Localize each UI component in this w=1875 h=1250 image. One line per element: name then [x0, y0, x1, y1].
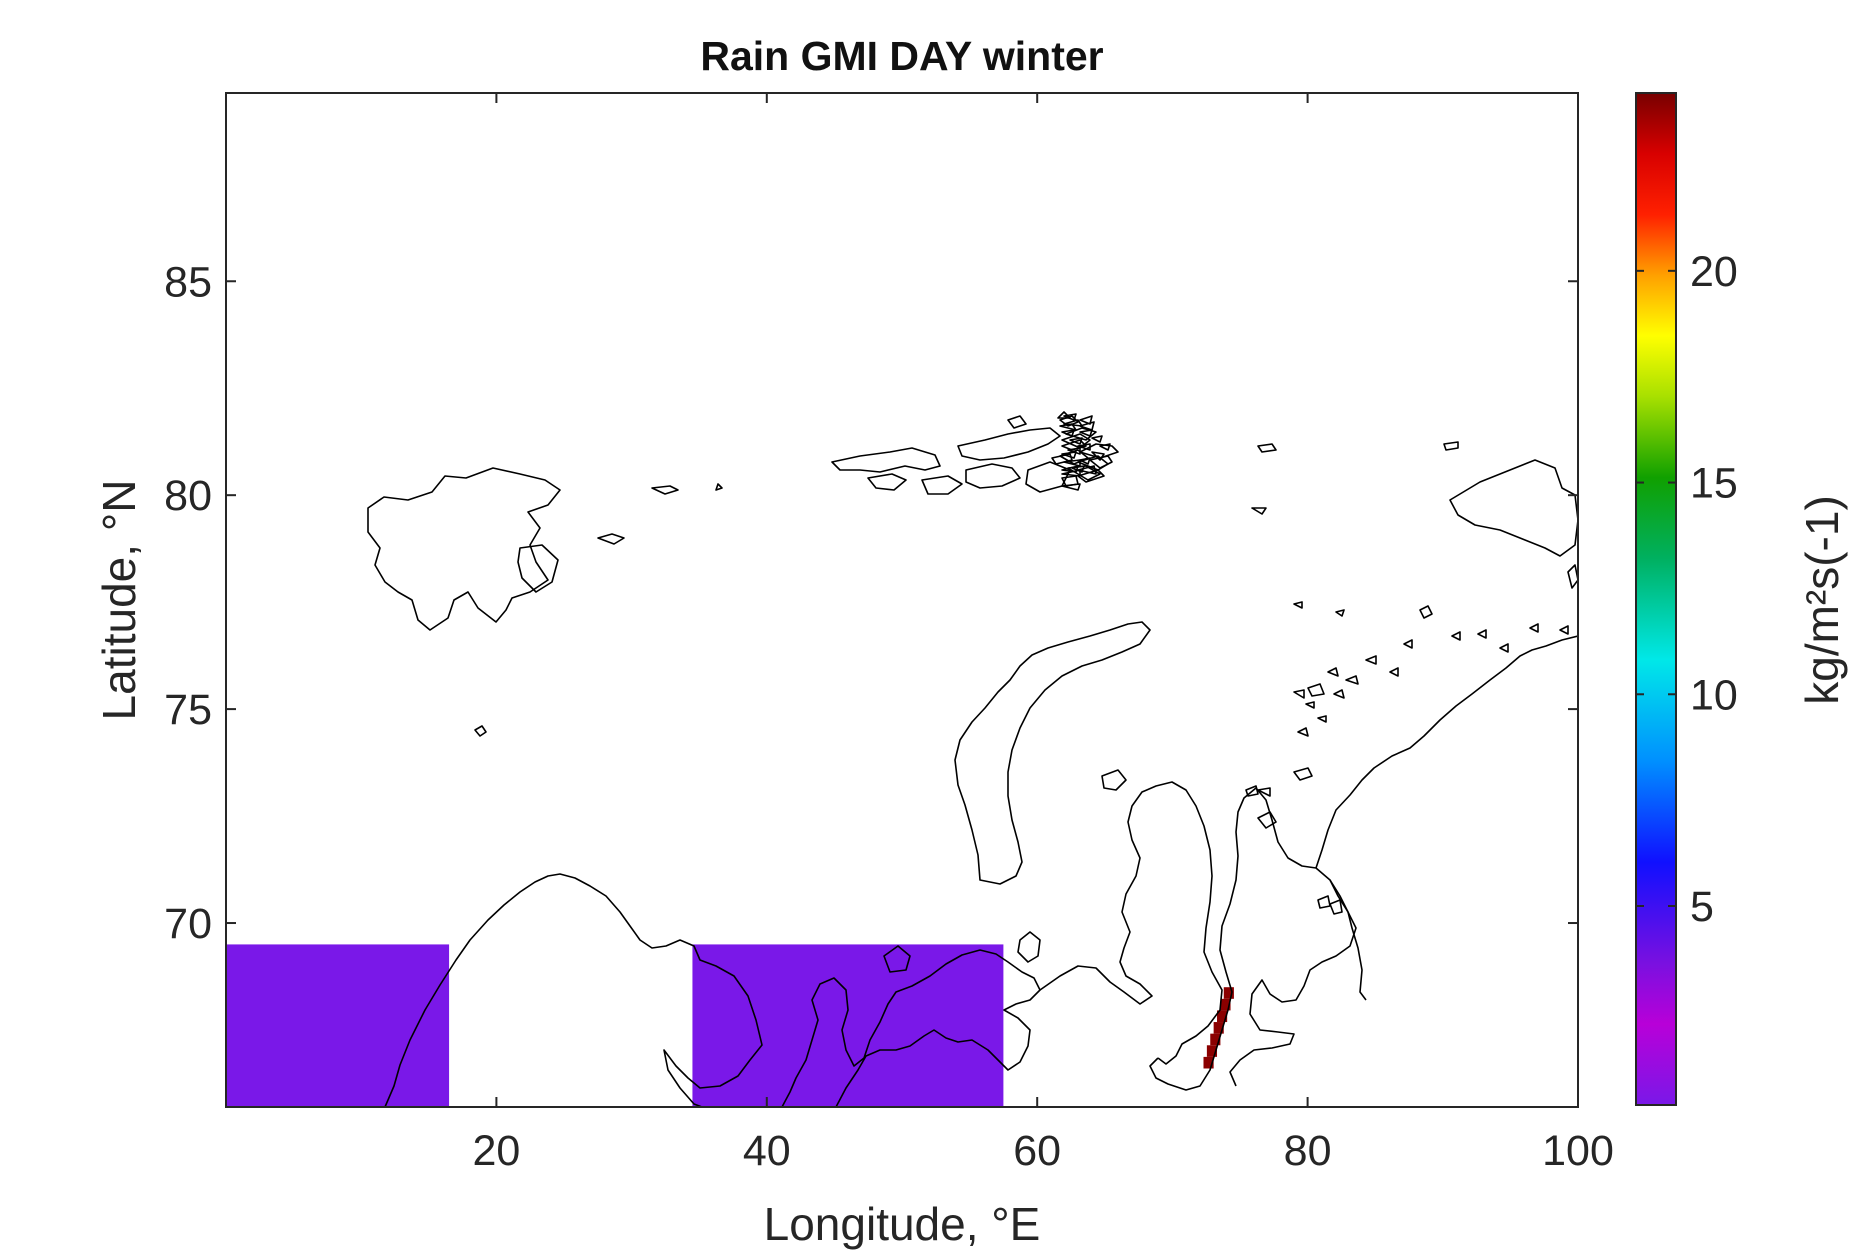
y-tick-label: 80	[164, 472, 212, 520]
colorbar-tick-label: 20	[1690, 248, 1738, 296]
y-tick-label: 75	[164, 686, 212, 734]
coastline-franz-josef-land	[831, 447, 941, 473]
data-cells	[226, 944, 1234, 1107]
rain-cell	[1203, 1056, 1214, 1069]
x-tick-label: 40	[743, 1127, 791, 1175]
rain-cell	[1206, 1045, 1218, 1057]
x-tick-label: 20	[472, 1127, 520, 1175]
coastline-mainland-west	[384, 873, 763, 1107]
coastline-svalbard-east	[517, 544, 559, 593]
rain-cell	[1220, 998, 1231, 1011]
chart-title: Rain GMI DAY winter	[700, 33, 1103, 79]
y-axis-label: Latitude, °N	[93, 480, 145, 721]
plot-frame	[225, 92, 1579, 1108]
colorbar-ticks: 5 10 15 20	[1636, 248, 1738, 931]
coastline-yamal	[1039, 781, 1223, 1065]
colorbar-label: kg/m²s(-1)	[1796, 495, 1848, 705]
rain-cell	[1210, 1033, 1221, 1046]
x-tick-label: 60	[1013, 1127, 1061, 1175]
colorbar-tick-label: 15	[1690, 460, 1738, 508]
x-tick-label: 80	[1284, 1127, 1332, 1175]
rain-cell	[1223, 987, 1234, 999]
coastlines	[367, 411, 1578, 1107]
region-ob-gulf	[1203, 987, 1234, 1069]
y-tick-label: 70	[164, 900, 212, 948]
y-tick-label: 85	[164, 258, 212, 306]
y-axis: 70 75 80 85	[164, 258, 1578, 948]
coastline-white-sea	[781, 949, 1041, 1107]
coastline-ob-gulf	[1149, 787, 1357, 1091]
colorbar-tick-label: 10	[1690, 671, 1738, 719]
rain-cell	[1213, 1022, 1224, 1034]
coastline-svalbard	[367, 467, 561, 631]
coastline-novaya-zemlya	[954, 621, 1151, 885]
colorbar	[1635, 92, 1677, 1106]
region-barents-white-sea	[692, 944, 1004, 1107]
x-tick-label: 100	[1542, 1127, 1614, 1175]
coastline-severnaya-zemlya	[1449, 459, 1578, 557]
rain-cell	[1217, 1010, 1228, 1023]
x-axis: 20 40 60 80 100	[472, 93, 1614, 1175]
x-axis-label: Longitude, °E	[764, 1198, 1041, 1250]
coastline-taymyr	[1315, 635, 1578, 869]
colorbar-tick-label: 5	[1690, 883, 1714, 931]
region-norwegian-sea	[226, 944, 450, 1107]
